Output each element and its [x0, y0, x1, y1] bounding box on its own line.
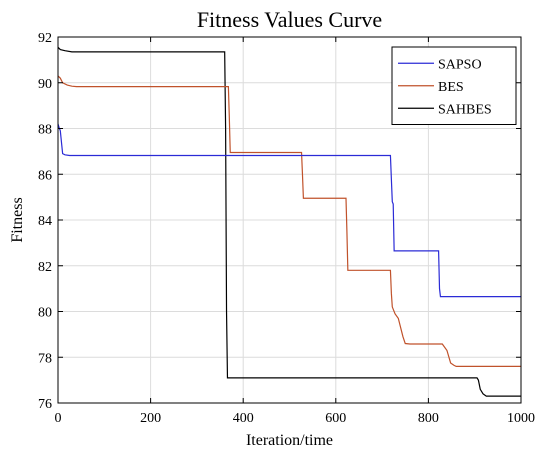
series-line-sapso	[57, 123, 521, 298]
x-tick-label: 600	[325, 411, 346, 426]
y-tick-label: 90	[38, 77, 52, 92]
x-tick-label: 200	[140, 411, 161, 426]
chart-title: Fitness Values Curve	[197, 7, 382, 32]
x-tick-label: 400	[233, 411, 254, 426]
axis-ticks: 0 200 400 600 800 1000 76 78 80 82 84 86 88 90 92	[38, 31, 535, 426]
series-line-sahbes	[57, 46, 521, 397]
y-tick-label: 88	[38, 123, 52, 138]
legend-label-sapso: SAPSO	[438, 57, 482, 72]
y-tick-label: 92	[38, 31, 52, 46]
series-lines	[57, 46, 521, 397]
x-tick-label: 800	[418, 411, 439, 426]
y-tick-label: 76	[38, 397, 52, 412]
y-tick-label: 84	[38, 214, 52, 229]
y-axis-label: Fitness	[9, 197, 26, 242]
legend-label-sahbes: SAHBES	[438, 102, 492, 117]
x-tick-label: 1000	[507, 411, 535, 426]
legend-label-bes: BES	[438, 80, 464, 95]
x-tick-label: 0	[55, 411, 62, 426]
x-axis-label: Iteration/time	[246, 432, 333, 449]
y-tick-label: 80	[38, 306, 52, 321]
series-line-bes	[57, 75, 521, 367]
grid	[58, 37, 521, 403]
y-tick-label: 82	[38, 260, 52, 275]
legend: SAPSO BES SAHBES	[391, 46, 517, 125]
y-tick-label: 86	[38, 168, 52, 183]
y-tick-label: 78	[38, 351, 52, 366]
